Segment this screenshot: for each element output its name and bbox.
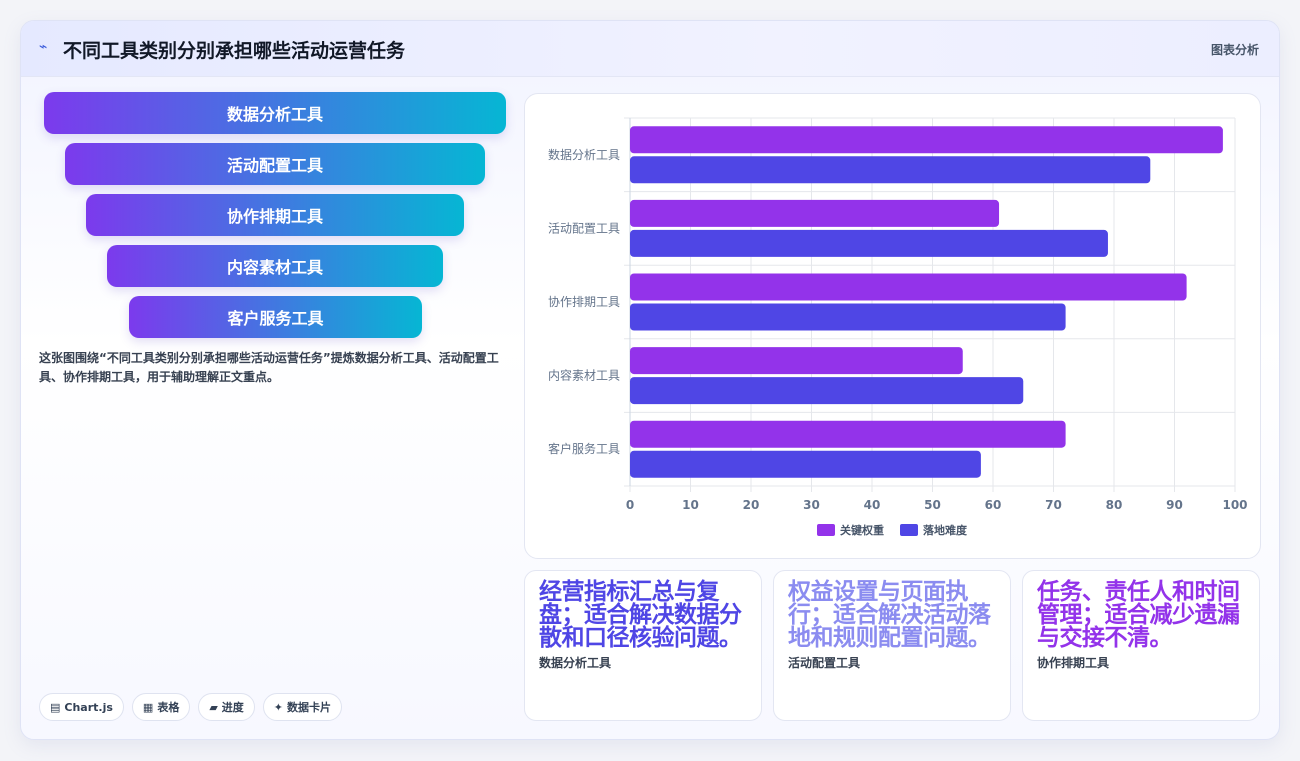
x-tick-label: 100: [1222, 498, 1247, 512]
bar-key-weight: [630, 420, 1066, 448]
bar-key-weight: [630, 199, 1000, 227]
x-tick-label: 10: [682, 498, 699, 512]
bar-key-weight: [630, 126, 1223, 154]
card-headline: 权益设置与页面执行；适合解决活动落地和规则配置问题。: [788, 579, 991, 651]
card-headline: 经营指标汇总与复盘；适合解决数据分散和口径核验问题。: [539, 579, 742, 651]
legend-label: 落地难度: [923, 523, 968, 537]
sparkle-icon: ⌁: [39, 39, 48, 55]
bar-key-weight: [630, 347, 963, 375]
bar-difficulty: [630, 377, 1024, 405]
x-tick-label: 90: [1166, 498, 1183, 512]
chip-data-card[interactable]: ✦ 数据卡片: [262, 693, 343, 721]
bar-difficulty: [630, 450, 981, 478]
chart-analysis-tag: 图表分析: [1210, 43, 1259, 57]
x-tick-label: 50: [924, 498, 941, 512]
legend-label: 关键权重: [840, 523, 884, 537]
x-tick-label: 20: [743, 498, 760, 512]
page-title: 不同工具类别分别承担哪些活动运营任务: [63, 40, 406, 62]
chip-chartjs[interactable]: ▤ Chart.js: [39, 693, 124, 721]
x-tick-label: 70: [1045, 498, 1062, 512]
funnel-item-4: 内容素材工具: [107, 245, 443, 287]
card-label: 活动配置工具: [788, 656, 861, 670]
bar-key-weight: [630, 273, 1187, 301]
progress-icon: ▰: [209, 700, 218, 714]
bar-difficulty: [630, 303, 1066, 331]
text-card-2: 权益设置与页面执行；适合解决活动落地和规则配置问题。 活动配置工具: [773, 570, 1011, 721]
funnel-item-1: 数据分析工具: [44, 92, 506, 134]
x-tick-label: 80: [1106, 498, 1123, 512]
chip-label: 进度: [221, 701, 244, 714]
card-label: 数据分析工具: [539, 656, 612, 670]
x-tick-label: 30: [803, 498, 820, 512]
chip-label: 表格: [157, 701, 180, 714]
chip-label: Chart.js: [64, 700, 113, 714]
text-card-1: 经营指标汇总与复盘；适合解决数据分散和口径核验问题。 数据分析工具: [524, 570, 762, 721]
chart-panel: 0 10 20 30 40 50 60 70 80 90 100 数据分析工具 活动配置工具 协作排期工具…: [524, 93, 1261, 559]
y-tick-label: 内容素材工具: [548, 368, 620, 383]
y-tick-label: 客户服务工具: [548, 441, 620, 456]
chip-row: ▤ Chart.js ▦ 表格 ▰ 进度 ✦ 数据卡片: [39, 693, 343, 721]
header: ⌁ 不同工具类别分别承担哪些活动运营任务 图表分析: [21, 21, 1279, 77]
bar-difficulty: [630, 229, 1108, 257]
card-label: 协作排期工具: [1037, 656, 1110, 670]
bar-difficulty: [630, 156, 1151, 184]
funnel-item-2: 活动配置工具: [65, 143, 485, 185]
chart-icon: ▤: [50, 700, 61, 714]
table-icon: ▦: [142, 700, 154, 714]
legend-swatch: [900, 524, 918, 536]
chip-label: 数据卡片: [287, 701, 332, 714]
y-tick-label: 协作排期工具: [548, 294, 620, 309]
x-tick-label: 40: [864, 498, 881, 512]
text-card-3: 任务、责任人和时间管理；适合减少遗漏与交接不清。 协作排期工具: [1022, 570, 1260, 721]
y-tick-label: 活动配置工具: [548, 221, 620, 235]
description-text: 这张图围绕“不同工具类别分别承担哪些活动运营任务”提炼数据分析工具、活动配置工具…: [39, 351, 499, 384]
chip-progress[interactable]: ▰ 进度: [198, 693, 255, 721]
sparkle-icon: ✦: [273, 700, 284, 714]
y-tick-label: 数据分析工具: [548, 147, 620, 162]
funnel-item-5: 客户服务工具: [129, 296, 422, 338]
main-card: ⌁ 不同工具类别分别承担哪些活动运营任务 图表分析 数据分析工具 活动配置工具 …: [20, 20, 1280, 740]
legend-swatch: [817, 524, 835, 536]
funnel-item-3: 协作排期工具: [86, 194, 464, 236]
x-tick-label: 60: [985, 498, 1002, 512]
x-tick-label: 0: [626, 498, 634, 512]
bar-chart: 0 10 20 30 40 50 60 70 80 90 100 数据分析工具活动配置工具协作排期工具…: [548, 117, 1248, 537]
chip-table[interactable]: ▦ 表格: [131, 693, 191, 721]
card-headline: 任务、责任人和时间管理；适合减少遗漏与交接不清。: [1037, 579, 1240, 651]
